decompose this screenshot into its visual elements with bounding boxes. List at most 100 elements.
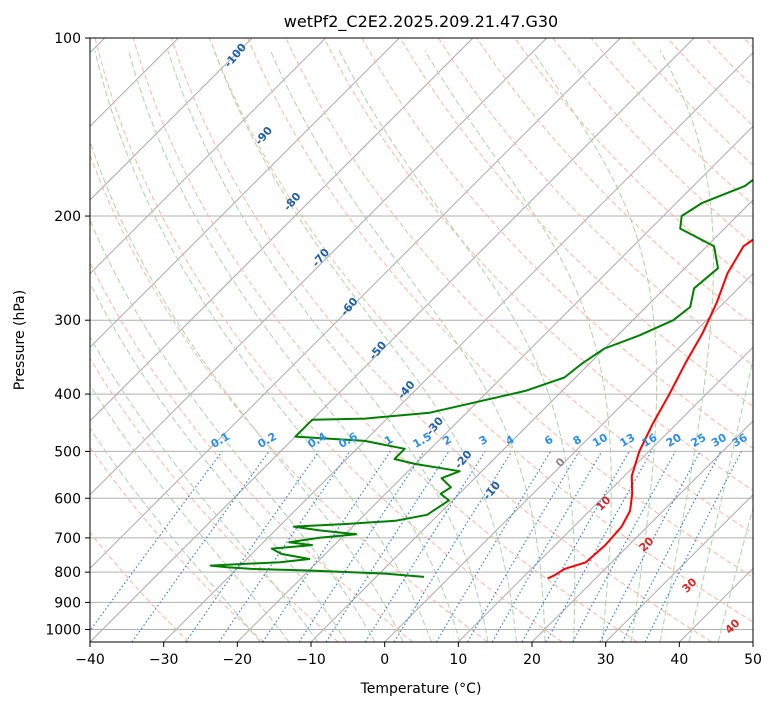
moist-adiabat-line <box>688 356 753 642</box>
x-tick-label: 20 <box>523 652 541 668</box>
mixing-ratio-line <box>185 451 320 642</box>
mixing-ratio-line <box>621 451 722 642</box>
dry-adiabat-line <box>361 38 753 449</box>
dry-adiabat-line <box>323 38 753 492</box>
moist-adiabat-line <box>90 427 261 642</box>
moist-adiabat-label: 40 <box>723 616 743 636</box>
mixing-ratio-label: 0.4 <box>306 430 330 451</box>
dry-adiabat-line <box>90 531 190 642</box>
dry-adiabat-label: -10 <box>480 479 503 503</box>
mixing-ratio-label: 3 <box>477 433 490 448</box>
dry-adiabat-line <box>437 38 753 366</box>
isotherm-line <box>90 38 400 349</box>
plot-frame <box>89 37 754 643</box>
isotherm-line <box>90 38 253 201</box>
moist-adiabat-line <box>213 50 517 642</box>
dry-adiabat-line <box>132 38 638 642</box>
moist-adiabat-line <box>659 50 714 642</box>
mixing-ratio-label: 13 <box>618 431 638 450</box>
y-axis-title: Pressure (hPa) <box>12 290 28 390</box>
isotherm-line <box>90 38 621 570</box>
dewpoint-profile-line <box>209 178 753 578</box>
mixing-ratio-line <box>521 451 630 642</box>
mixing-ratio-label: 6 <box>542 433 555 448</box>
y-tick-label: 100 <box>54 31 81 47</box>
x-tick-label: −30 <box>149 652 179 668</box>
isotherm-line <box>531 420 753 642</box>
mixing-ratio-line <box>393 451 513 642</box>
mixing-ratio-line <box>644 451 742 642</box>
moist-adiabat-line <box>424 50 612 642</box>
mixing-ratio-label: 25 <box>689 431 709 450</box>
y-tick-label: 500 <box>54 444 81 460</box>
temperature-profile-line <box>547 238 753 580</box>
dry-adiabat-line <box>90 446 264 642</box>
mixing-ratio-label: 0.1 <box>209 430 232 451</box>
moist-adiabat-line <box>338 50 576 642</box>
dry-adiabat-label: -50 <box>366 338 389 362</box>
dry-adiabat-line <box>90 357 339 642</box>
mixing-ratio-line <box>262 451 391 642</box>
isotherm-line <box>163 51 753 642</box>
pressure-gridlines <box>90 38 753 630</box>
moist-adiabat-line <box>167 50 489 642</box>
y-tick-label: 300 <box>54 313 81 329</box>
x-tick-label: −20 <box>223 652 253 668</box>
x-tick-label: 0 <box>380 652 389 668</box>
dry-adiabats <box>90 38 753 642</box>
dry-adiabat-line <box>90 153 488 642</box>
mixing-ratio-line <box>545 451 652 642</box>
isotherm-line <box>752 641 753 642</box>
dry-adiabat-line <box>590 38 753 206</box>
dry-adiabat-line <box>743 38 753 49</box>
mixing-ratio-label: 16 <box>640 431 660 450</box>
moist-adiabat-line <box>90 139 404 642</box>
dry-adiabat-label: -60 <box>338 295 361 319</box>
y-tick-label: 200 <box>54 209 81 225</box>
x-axis-ticks: −40 −30 −20 −10 0 10 20 30 40 50 <box>75 642 762 668</box>
dry-adiabat-line <box>247 38 753 578</box>
y-tick-label: 400 <box>54 387 81 403</box>
isotherm-line <box>90 38 695 642</box>
mixing-ratio-line <box>298 451 425 642</box>
dry-adiabat-line <box>90 261 414 642</box>
isotherm-line <box>678 567 753 642</box>
dry-adiabat-line <box>399 38 753 408</box>
y-axis-ticks: 100 200 300 400 500 600 700 800 900 1000 <box>45 31 90 638</box>
y-tick-label: 800 <box>54 565 81 581</box>
dry-adiabat-line <box>94 38 563 642</box>
moist-adiabat-line <box>270 50 546 642</box>
mixing-ratio-label: 0.2 <box>256 430 279 451</box>
mixing-ratio-line <box>90 451 223 632</box>
y-tick-label: 600 <box>54 491 81 507</box>
x-tick-label: 30 <box>597 652 615 668</box>
moist-adiabat-label: 30 <box>680 575 700 595</box>
x-tick-label: 40 <box>670 652 688 668</box>
dry-adiabat-label: -70 <box>309 246 332 270</box>
mixing-ratio-lines <box>90 451 742 642</box>
y-tick-label: 700 <box>54 531 81 547</box>
moist-adiabat-line <box>90 282 347 642</box>
mixing-ratio-label: 0.6 <box>336 430 360 451</box>
moist-adiabat-line <box>94 50 432 642</box>
moist-adiabats <box>90 50 753 642</box>
isotherm-line <box>236 125 753 642</box>
dry-adiabat-line <box>209 38 753 623</box>
plot-area: 0.1 0.2 0.4 0.6 1 1.5 2 3 4 6 8 10 13 16 20 25 30 36-100-… <box>90 38 753 642</box>
mixing-ratio-line <box>218 451 351 642</box>
isotherm-line <box>90 38 327 275</box>
mixing-ratio-label: 2 <box>441 433 454 448</box>
dry-adiabat-line <box>667 38 753 127</box>
moist-adiabat-line <box>531 50 658 642</box>
mixing-ratio-label: 8 <box>571 433 584 448</box>
dry-adiabat-line <box>514 38 753 285</box>
chart-title: wetPf2_C2E2.2025.209.21.47.G30 <box>284 12 558 32</box>
sounding-series <box>209 178 753 580</box>
isotherms <box>90 38 753 642</box>
mixing-ratio-label: 30 <box>709 431 729 450</box>
moist-adiabat-label: 20 <box>637 534 657 554</box>
x-tick-label: −10 <box>296 652 326 668</box>
isotherm-line <box>457 346 753 642</box>
y-tick-label: 1000 <box>45 622 81 638</box>
